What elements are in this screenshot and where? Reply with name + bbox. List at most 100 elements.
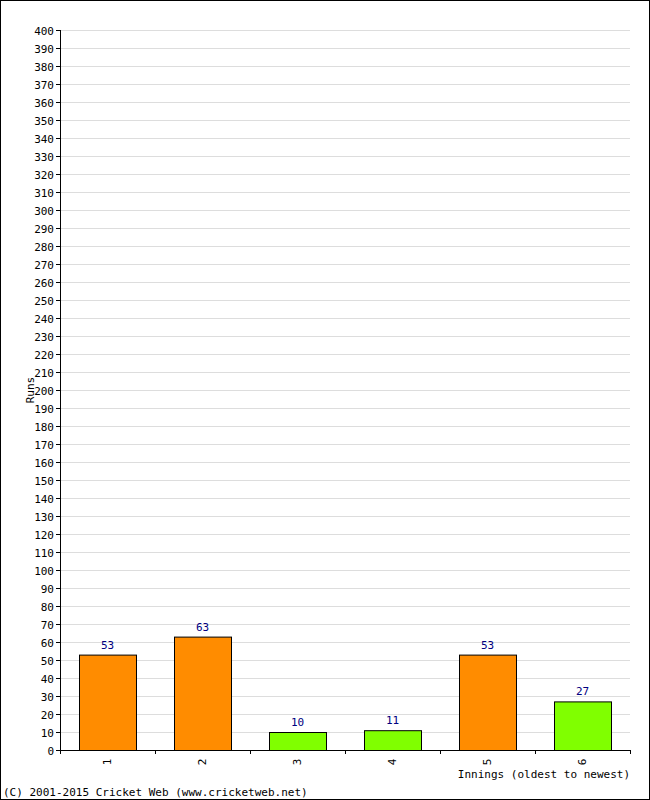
y-tick-label: 240 [34,313,54,326]
annotation: (C) 2001-2015 Cricket Web (www.cricketwe… [3,786,308,799]
y-tick [56,372,60,373]
y-tick-label: 70 [41,619,54,632]
grid-line [60,570,630,571]
bar [460,655,517,750]
bar [365,731,422,750]
y-tick [56,120,60,121]
y-tick-label: 270 [34,259,54,272]
y-tick-label: 280 [34,241,54,254]
y-tick [56,642,60,643]
y-tick-label: 150 [34,475,54,488]
chart: 0102030405060708090100110120130140150160… [0,0,650,800]
grid-line [60,732,630,733]
y-tick [56,624,60,625]
y-tick-label: 10 [41,727,54,740]
grid-line [60,48,630,49]
x-tick [535,750,536,754]
frame [1,1,650,800]
grid-line [60,282,630,283]
grid-line [60,264,630,265]
bar [270,733,327,751]
y-tick-label: 330 [34,151,54,164]
y-axis-label: Runs [24,377,37,404]
y-axis [60,30,61,750]
y-tick [56,48,60,49]
y-tick [56,390,60,391]
y-tick [56,678,60,679]
y-tick-label: 90 [41,583,54,596]
y-tick [56,732,60,733]
axes: 0102030405060708090100110120130140150160… [34,25,630,766]
y-tick-label: 250 [34,295,54,308]
y-tick-label: 80 [41,601,54,614]
data-label: 53 [101,639,114,652]
y-tick [56,534,60,535]
x-tick [60,750,61,754]
y-tick-label: 160 [34,457,54,470]
y-tick-label: 390 [34,43,54,56]
x-tick-label: 4 [386,758,399,765]
y-tick-label: 60 [41,637,54,650]
x-tick-label: 6 [576,759,589,766]
y-tick-label: 340 [34,133,54,146]
grid [60,31,630,733]
y-tick [56,246,60,247]
y-tick-label: 170 [34,439,54,452]
y-tick [56,696,60,697]
y-tick [56,210,60,211]
grid-line [60,102,630,103]
y-tick [56,174,60,175]
bars [80,637,612,750]
x-axis-label: Innings (oldest to newest) [458,768,630,781]
y-tick-label: 400 [34,25,54,38]
grid-line [60,606,630,607]
grid-line [60,66,630,67]
grid-line [60,534,630,535]
x-tick [155,750,156,754]
grid-line [60,138,630,139]
y-tick-label: 320 [34,169,54,182]
grid-line [60,210,630,211]
grid-line [60,624,630,625]
grid-line [60,300,630,301]
y-tick-label: 260 [34,277,54,290]
y-tick-label: 300 [34,205,54,218]
y-tick-label: 100 [34,565,54,578]
y-tick [56,714,60,715]
grid-line [60,444,630,445]
y-tick-label: 40 [41,673,54,686]
y-tick-label: 290 [34,223,54,236]
y-tick-label: 20 [41,709,54,722]
x-tick-label: 2 [196,759,209,766]
data-label: 10 [291,716,304,729]
grid-line [60,480,630,481]
y-tick [56,102,60,103]
data-label: 11 [386,714,399,727]
x-tick-label: 3 [291,759,304,766]
y-tick-label: 350 [34,115,54,128]
grid-line [60,426,630,427]
y-tick-label: 130 [34,511,54,524]
grid-line [60,84,630,85]
y-tick [56,408,60,409]
y-tick-label: 230 [34,331,54,344]
grid-line [60,408,630,409]
data-label: 53 [481,639,494,652]
grid-line [60,678,630,679]
y-tick [56,66,60,67]
y-tick-label: 120 [34,529,54,542]
y-tick [56,354,60,355]
grid-line [60,462,630,463]
y-tick [56,336,60,337]
y-tick [56,462,60,463]
y-tick-label: 200 [34,385,54,398]
y-tick [56,318,60,319]
y-tick-label: 360 [34,97,54,110]
y-tick-label: 0 [47,745,54,758]
grid-line [60,156,630,157]
y-tick-label: 50 [41,655,54,668]
y-tick-label: 180 [34,421,54,434]
y-tick-label: 210 [34,367,54,380]
y-tick [56,516,60,517]
y-tick-label: 190 [34,403,54,416]
